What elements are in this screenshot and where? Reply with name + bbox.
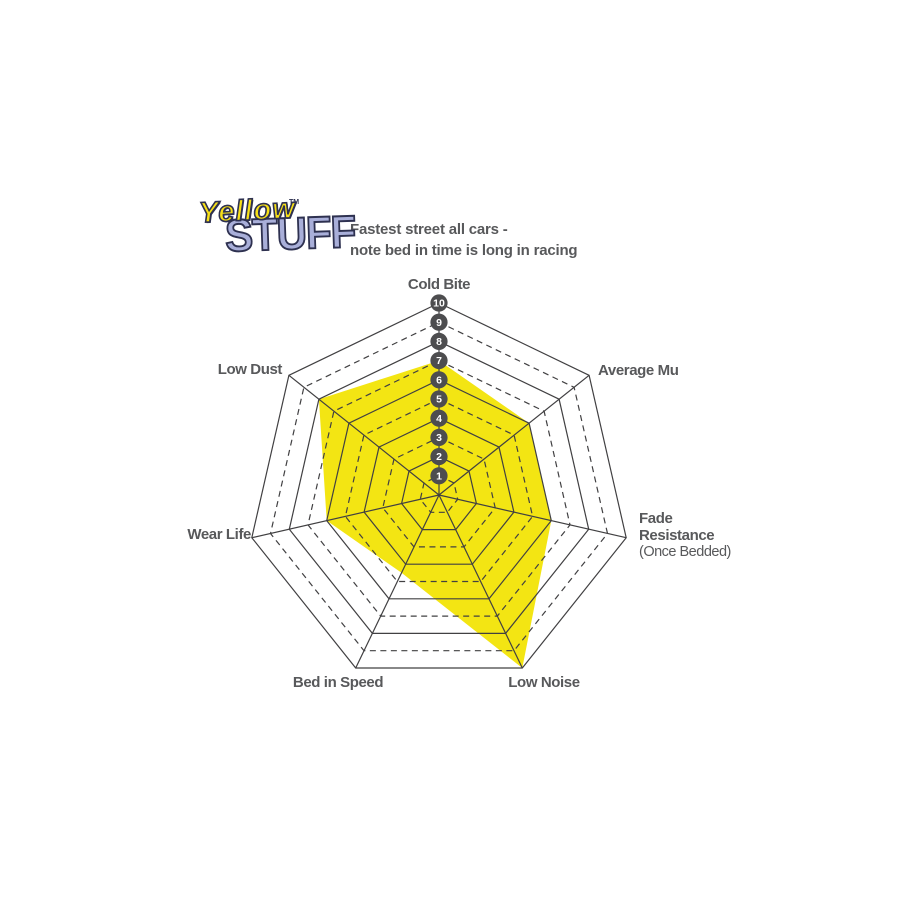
grid-ring-2 xyxy=(400,455,478,531)
scale-badge-number-2: 2 xyxy=(436,451,442,463)
grid-ring-9 xyxy=(269,321,609,652)
axis-label-fade-resistance: Fade Resistance (Once Bedded) xyxy=(639,510,731,561)
scale-badge-1 xyxy=(430,467,448,485)
grid-ring-10 xyxy=(251,302,627,669)
yellowstuff-logo: Yellow TM STUFF xyxy=(193,192,357,268)
scale-badge-number-1: 1 xyxy=(436,470,442,482)
logo-trademark: TM xyxy=(289,199,300,206)
axis-line-1 xyxy=(438,374,590,496)
axis-label-fade-sublabel: (Once Bedded) xyxy=(639,544,731,560)
tagline-line1: Fastest street all cars - xyxy=(350,221,508,238)
value-polygon xyxy=(318,360,552,668)
scale-badge-number-10: 10 xyxy=(433,298,445,310)
axis-label-low-noise: Low Noise xyxy=(508,674,580,691)
axis-label-average-mu: Average Mu xyxy=(598,362,679,379)
scale-badge-8 xyxy=(430,332,448,350)
scale-badge-number-7: 7 xyxy=(436,355,442,367)
axis-label-fade-line2: Resistance xyxy=(639,527,715,544)
grid-ring-1 xyxy=(419,475,459,513)
tagline-line2: note bed in time is long in racing xyxy=(350,242,578,259)
scale-badge-number-5: 5 xyxy=(436,394,442,406)
axis-label-fade-line1: Fade xyxy=(639,510,673,527)
scale-badge-10 xyxy=(430,294,448,312)
axis-line-5 xyxy=(251,494,440,539)
tagline: Fastest street all cars - note bed in ti… xyxy=(350,219,578,261)
grid-ring-5 xyxy=(344,398,534,583)
grid-ring-3 xyxy=(382,436,496,548)
scale-badge-number-4: 4 xyxy=(436,413,442,425)
axis-line-2 xyxy=(438,494,627,539)
grid-ring-8 xyxy=(288,340,590,635)
axis-line-4 xyxy=(355,494,440,669)
grid-ring-6 xyxy=(326,379,552,600)
axis-label-wear-life: Wear Life xyxy=(187,526,251,543)
scale-badge-2 xyxy=(430,448,448,466)
grid-ring-4 xyxy=(363,417,515,565)
axis-label-cold-bite: Cold Bite xyxy=(407,276,471,293)
scale-badge-number-8: 8 xyxy=(436,336,442,348)
axis-label-bed-in-speed: Bed in Speed xyxy=(292,674,384,691)
scale-badge-3 xyxy=(430,428,448,446)
axis-label-low-dust: Low Dust xyxy=(217,361,283,378)
logo-word-yellow: Yellow xyxy=(197,192,297,231)
axis-line-3 xyxy=(438,494,523,669)
scale-badge-7 xyxy=(430,352,448,370)
scale-badge-number-3: 3 xyxy=(436,432,442,444)
scale-badge-9 xyxy=(430,313,448,331)
scale-badge-number-6: 6 xyxy=(436,374,442,386)
scale-badge-5 xyxy=(430,390,448,408)
scale-badge-6 xyxy=(430,371,448,389)
axis-line-6 xyxy=(288,374,440,496)
scale-badge-number-9: 9 xyxy=(436,317,442,329)
scale-badge-4 xyxy=(430,409,448,427)
